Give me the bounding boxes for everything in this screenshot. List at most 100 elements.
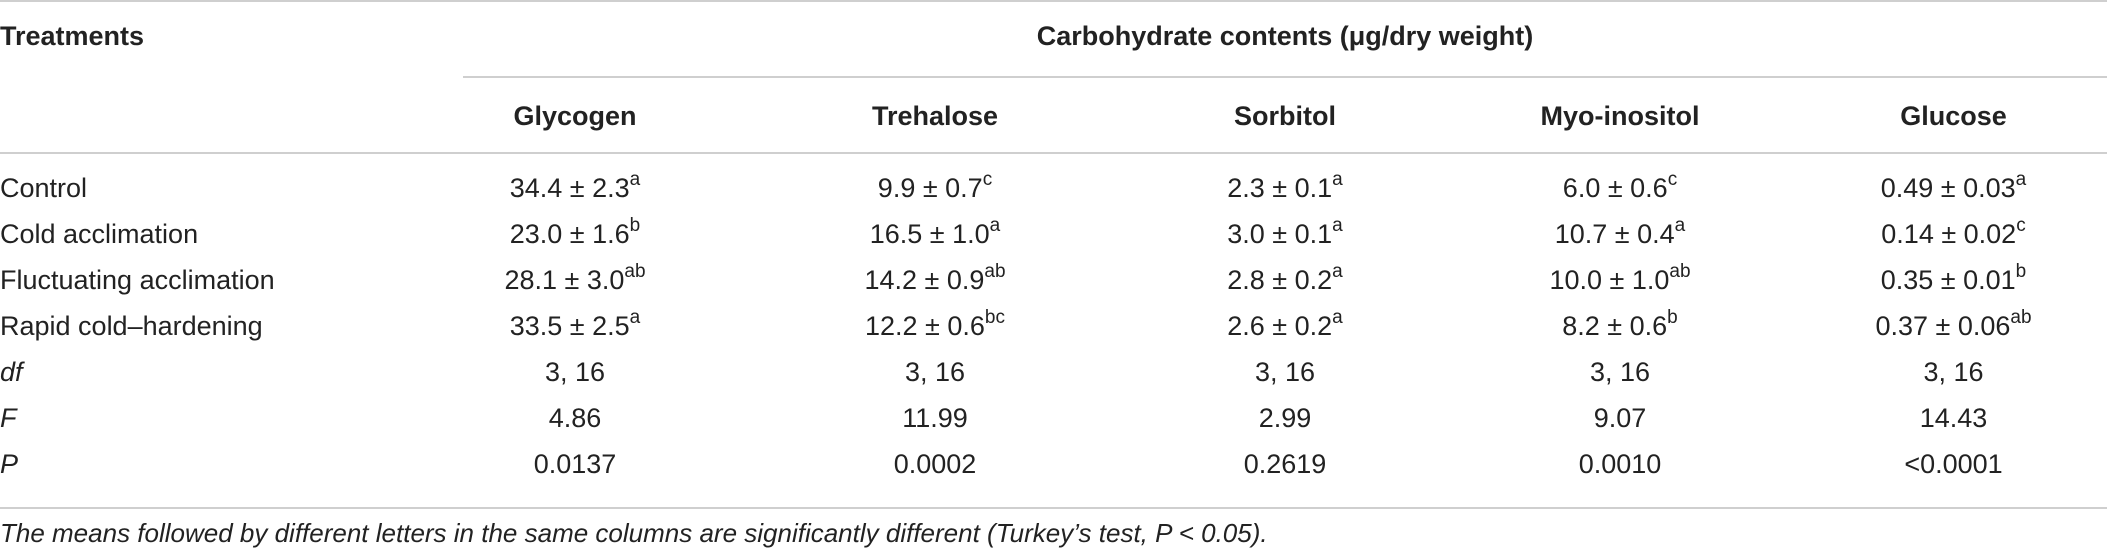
- table-cell: 33.5 ± 2.5a: [420, 303, 730, 349]
- table-cell: 9.07: [1465, 395, 1775, 441]
- table-cell: 34.4 ± 2.3a: [420, 165, 730, 211]
- column-header-glycogen: Glycogen: [513, 101, 637, 131]
- cell-value: 0.0137: [533, 449, 617, 479]
- cell-value: 3, 16: [1589, 357, 1651, 387]
- table-row: F 4.86 11.99 2.99 9.07 14.43: [0, 395, 2107, 441]
- row-label: Cold acclimation: [0, 219, 199, 249]
- cell-value: 23.0 ± 1.6: [509, 219, 630, 249]
- footer-rule: [0, 507, 2107, 509]
- table-header-carbohydrate-contents: Carbohydrate contents (μg/dry weight): [1036, 21, 1534, 51]
- cell-value: 10.7 ± 0.4: [1554, 219, 1675, 249]
- significance-letters: b: [1667, 307, 1678, 328]
- table-cell: 0.49 ± 0.03a: [1800, 165, 2107, 211]
- cell-value: 6.0 ± 0.6: [1562, 173, 1668, 203]
- table-cell: 10.0 ± 1.0ab: [1465, 257, 1775, 303]
- table-cell: 9.9 ± 0.7c: [780, 165, 1090, 211]
- cell-value: 16.5 ± 1.0: [869, 219, 990, 249]
- cell-value: 10.0 ± 1.0: [1549, 265, 1670, 295]
- table-cell: 2.6 ± 0.2a: [1130, 303, 1440, 349]
- column-header-glucose: Glucose: [1900, 101, 2007, 131]
- significance-letters: b: [2015, 261, 2027, 282]
- significance-letters: a: [1332, 261, 1343, 282]
- cell-value: <0.0001: [1904, 449, 2003, 479]
- cell-value: 9.07: [1593, 403, 1647, 433]
- table-cell: 8.2 ± 0.6b: [1465, 303, 1775, 349]
- table-cell: 0.37 ± 0.06ab: [1800, 303, 2107, 349]
- table-cell: 3, 16: [420, 349, 730, 395]
- significance-letters: a: [989, 215, 1001, 236]
- cell-value: 0.49 ± 0.03: [1880, 173, 2016, 203]
- table-cell: 28.1 ± 3.0ab: [420, 257, 730, 303]
- table-cell: 2.3 ± 0.1a: [1130, 165, 1440, 211]
- table-cell: 0.14 ± 0.02c: [1800, 211, 2107, 257]
- significance-letters: bc: [984, 307, 1005, 328]
- table-cell: <0.0001: [1800, 441, 2107, 487]
- cell-value: 0.14 ± 0.02: [1881, 219, 2017, 249]
- table-cell: 2.8 ± 0.2a: [1130, 257, 1440, 303]
- table-cell: 23.0 ± 1.6b: [420, 211, 730, 257]
- header-bottom-rule: [0, 152, 2107, 154]
- cell-value: 33.5 ± 2.5: [509, 311, 630, 341]
- row-label: F: [0, 403, 17, 433]
- row-label: Rapid cold–hardening: [0, 311, 263, 341]
- table-row: Control 34.4 ± 2.3a 9.9 ± 0.7c 2.3 ± 0.1a 6.…: [0, 165, 2107, 211]
- table-cell: 3, 16: [1465, 349, 1775, 395]
- row-label: Control: [0, 173, 88, 203]
- table-cell: 3, 16: [780, 349, 1090, 395]
- significance-letters: ab: [984, 261, 1006, 282]
- table-cell: 3.0 ± 0.1a: [1130, 211, 1440, 257]
- significance-letters: a: [1674, 215, 1686, 236]
- cell-value: 0.35 ± 0.01: [1880, 265, 2016, 295]
- cell-value: 2.8 ± 0.2: [1227, 265, 1333, 295]
- significance-letters: c: [2016, 215, 2026, 236]
- cell-value: 4.86: [548, 403, 602, 433]
- column-header-trehalose: Trehalose: [871, 101, 999, 131]
- cell-value: 14.2 ± 0.9: [864, 265, 985, 295]
- table-header-treatments: Treatments: [0, 21, 145, 51]
- cell-value: 2.6 ± 0.2: [1227, 311, 1333, 341]
- table-row: P 0.0137 0.0002 0.2619 0.0010 <0.0001: [0, 441, 2107, 487]
- table-cell: 14.2 ± 0.9ab: [780, 257, 1090, 303]
- significance-letters: a: [629, 169, 641, 190]
- table-row: Cold acclimation 23.0 ± 1.6b 16.5 ± 1.0a 3.…: [0, 211, 2107, 257]
- table-cell: 2.99: [1130, 395, 1440, 441]
- cell-value: 3, 16: [544, 357, 606, 387]
- row-label: P: [0, 449, 19, 479]
- table-cell: 0.2619: [1130, 441, 1440, 487]
- significance-letters: a: [2015, 169, 2027, 190]
- cell-value: 34.4 ± 2.3: [509, 173, 630, 203]
- cell-value: 0.0010: [1578, 449, 1662, 479]
- significance-letters: a: [629, 307, 641, 328]
- table-row: Rapid cold–hardening 33.5 ± 2.5a 12.2 ± 0.…: [0, 303, 2107, 349]
- cell-value: 12.2 ± 0.6: [865, 311, 985, 341]
- table-row: df 3, 16 3, 16 3, 16 3, 16 3, 16: [0, 349, 2107, 395]
- cell-value: 3, 16: [1254, 357, 1316, 387]
- table-cell: 0.0010: [1465, 441, 1775, 487]
- cell-value: 0.0002: [893, 449, 977, 479]
- cell-value: 0.2619: [1243, 449, 1327, 479]
- table-cell: 16.5 ± 1.0a: [780, 211, 1090, 257]
- significance-letters: a: [1332, 215, 1343, 236]
- table-cell: 4.86: [420, 395, 730, 441]
- cell-value: 11.99: [902, 403, 968, 433]
- column-header-sorbitol: Sorbitol: [1234, 101, 1336, 131]
- cell-value: 28.1 ± 3.0: [504, 265, 625, 295]
- significance-letters: c: [1667, 169, 1678, 190]
- table-cell: 14.43: [1800, 395, 2107, 441]
- spanner-rule: [463, 76, 2107, 78]
- column-header-myo-inositol: Myo-inositol: [1540, 101, 1700, 131]
- cell-value: 0.37 ± 0.06: [1875, 311, 2011, 341]
- table-cell: 12.2 ± 0.6bc: [780, 303, 1090, 349]
- table-cell: 3, 16: [1800, 349, 2107, 395]
- significance-letters: a: [1332, 169, 1343, 190]
- table-cell: 0.0137: [420, 441, 730, 487]
- table-cell: 11.99: [780, 395, 1090, 441]
- table-cell: 10.7 ± 0.4a: [1465, 211, 1775, 257]
- table-cell: 0.35 ± 0.01b: [1800, 257, 2107, 303]
- cell-value: 3, 16: [1923, 357, 1984, 387]
- significance-letters: b: [629, 215, 641, 236]
- significance-letters: ab: [624, 261, 646, 282]
- row-label: df: [0, 357, 23, 387]
- row-label: Fluctuating acclimation: [0, 265, 275, 295]
- table-top-rule: [0, 0, 2107, 2]
